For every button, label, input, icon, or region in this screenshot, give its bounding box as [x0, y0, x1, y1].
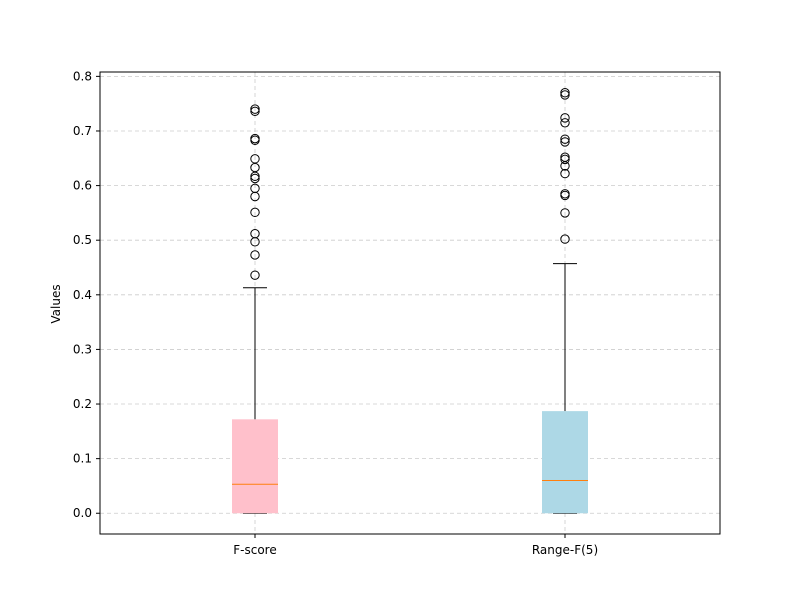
y-tick-label: 0.0 [73, 506, 92, 520]
outlier-point [560, 113, 570, 123]
y-tick-label: 0.3 [73, 342, 92, 356]
outlier-point [250, 133, 260, 144]
outlier-point [560, 208, 570, 218]
x-tick-label: F-score [233, 543, 276, 557]
outlier-point [560, 234, 570, 244]
y-tick-label: 0.2 [73, 397, 92, 411]
outlier-point [250, 250, 260, 260]
y-tick-label: 0.1 [73, 452, 92, 466]
outlier-point [560, 118, 570, 128]
y-axis-label: Values [49, 284, 63, 323]
y-tick-label: 0.8 [73, 69, 92, 83]
axes-layer: 0.0 0.1 0.2 0.3 0.4 0.5 0.6 0.7 0.8 F-score Range-… [73, 69, 721, 557]
outlier-point [560, 90, 570, 100]
grid-layer [100, 72, 720, 534]
box-iqr [542, 411, 588, 514]
boxes-layer [232, 88, 588, 514]
outlier-point [560, 154, 570, 165]
outlier-point [250, 173, 260, 184]
outlier-point [560, 137, 570, 147]
outlier-point [250, 228, 260, 239]
y-tick-label: 0.5 [73, 233, 92, 247]
outlier-point [250, 270, 260, 280]
outlier-point [250, 104, 260, 114]
y-tick-label: 0.7 [73, 124, 92, 138]
y-tick-label: 0.6 [73, 179, 92, 193]
box-group [232, 104, 278, 514]
outlier-point [250, 106, 260, 117]
outlier-point [560, 168, 570, 179]
y-tick-label: 0.4 [73, 288, 92, 302]
outlier-point [560, 88, 570, 98]
x-tick-label: Range-F(5) [532, 543, 598, 557]
plot-frame [99, 71, 721, 535]
box-group [542, 88, 588, 514]
outlier-point [250, 207, 260, 218]
outlier-point [560, 189, 570, 199]
outlier-point [560, 134, 570, 144]
outlier-point [250, 154, 260, 164]
outlier-point [560, 152, 570, 162]
box-iqr [232, 419, 278, 514]
outlier-point [250, 183, 260, 194]
